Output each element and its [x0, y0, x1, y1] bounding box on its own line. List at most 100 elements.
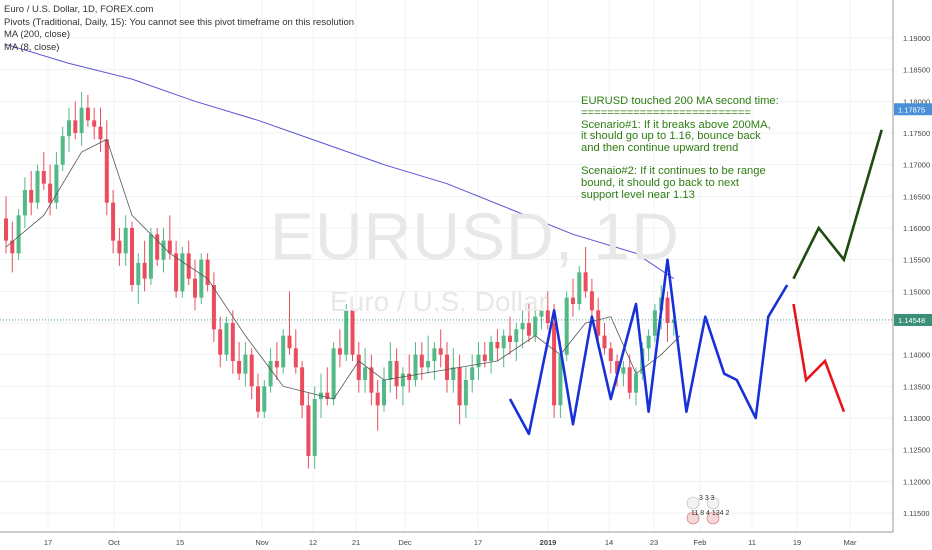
candle-body — [136, 262, 141, 285]
x-tick-label: 17 — [44, 538, 52, 547]
candle-body — [571, 297, 575, 304]
annotation-line: ========================== — [581, 106, 751, 119]
candle-body — [495, 342, 500, 349]
candle-body — [382, 380, 386, 406]
candle-body — [256, 386, 260, 412]
last-price-tag-bg — [894, 313, 932, 326]
x-tick-label: 17 — [474, 538, 482, 547]
legend-symbol[interactable]: Euro / U.S. Dollar, 1D, FOREX.com — [4, 4, 154, 15]
y-tick-label: 1.17000 — [903, 161, 930, 170]
flag-badge-icon — [686, 511, 700, 525]
x-tick-label: Dec — [398, 538, 412, 547]
candle-body — [230, 323, 235, 361]
annotation-line: EURUSD touched 200 MA second time: — [581, 95, 779, 107]
annotation-line: Scenaio#2: If it continues to be range — [581, 164, 766, 177]
annotation-line: support level near 1.13 — [581, 188, 695, 201]
candle-body — [249, 354, 254, 387]
analysis-annotation[interactable]: EURUSD touched 200 MA second time: =====… — [581, 95, 791, 212]
badge-count-top: 3 3 3 — [699, 495, 715, 502]
candle-body — [394, 361, 399, 387]
candle-body — [369, 367, 374, 393]
candle-body — [224, 323, 229, 355]
annotation-line: bound, it should go back to next — [581, 176, 739, 189]
badge-count-bottom: 11 8 4 134 2 — [691, 510, 730, 517]
legend-pivots[interactable]: Pivots (Traditional, Daily, 15): You can… — [4, 16, 355, 28]
candle-body — [123, 228, 128, 254]
candle-body — [48, 183, 53, 203]
candle-body — [652, 310, 657, 336]
candle-body — [174, 253, 179, 292]
candle-body — [489, 342, 494, 361]
candle-body — [300, 367, 305, 406]
last-price-tag: 1.14548 — [898, 316, 925, 325]
candle-body — [608, 348, 613, 361]
candle-body — [54, 164, 59, 203]
candle-body — [627, 367, 632, 393]
candle-body — [22, 190, 27, 216]
candle-body — [41, 171, 46, 184]
candle-body — [29, 190, 34, 203]
candle-body — [130, 228, 134, 285]
candle-body — [281, 335, 286, 368]
candle-body — [589, 291, 594, 311]
candle-body — [419, 354, 424, 368]
x-tick-label: 12 — [309, 538, 317, 547]
candle-body — [293, 348, 298, 368]
candle-body — [211, 285, 216, 330]
candle-body — [142, 262, 147, 279]
candle-body — [596, 310, 601, 336]
y-tick-label: 1.14000 — [903, 351, 930, 360]
candle-body — [104, 139, 109, 203]
candle-body — [558, 354, 563, 406]
candle-body — [445, 354, 449, 380]
candle-body — [564, 297, 569, 355]
drawings-layer — [0, 129, 893, 436]
candle-body — [438, 348, 443, 355]
x-tick-label: 11 — [748, 538, 756, 547]
candle-body — [407, 373, 412, 380]
x-tick-label: 2019 — [540, 538, 557, 547]
annotation-line: it should go up to 1.16, bounce back — [581, 130, 761, 143]
candle-body — [218, 329, 223, 355]
y-tick-label: 1.15500 — [903, 256, 930, 265]
candle-body — [451, 367, 456, 380]
candle-body — [262, 386, 267, 412]
x-tick-label: 19 — [793, 538, 801, 547]
legend-ma8[interactable]: MA (8, close) — [4, 41, 60, 53]
candle-body — [237, 361, 242, 374]
candle-body — [476, 354, 481, 368]
candle-body — [526, 323, 531, 336]
candle-body — [67, 120, 71, 137]
candle-body — [287, 335, 292, 349]
candle-body — [117, 240, 122, 254]
candle-body — [350, 310, 355, 355]
candle-body — [482, 354, 487, 361]
ma200-line — [5, 43, 675, 280]
y-tick-label: 1.11500 — [903, 509, 930, 518]
legend-ma200[interactable]: MA (200, close) — [4, 29, 70, 40]
candle-body — [634, 373, 638, 393]
x-tick-label: Nov — [255, 538, 269, 547]
candle-body — [243, 354, 248, 374]
candle-body — [426, 361, 431, 368]
x-tick-label: Mar — [844, 538, 857, 547]
chart-grid — [0, 0, 893, 532]
flag-badge-icon — [706, 511, 720, 525]
y-tick-label: 1.18500 — [903, 66, 930, 75]
candle-body — [457, 367, 462, 406]
scenario-down-line — [792, 303, 846, 413]
candle-body — [98, 126, 103, 140]
y-tick-label: 1.13000 — [903, 414, 930, 423]
ma200-price-tag: 1.17875 — [898, 105, 925, 114]
candle-body — [60, 136, 65, 165]
candle-body — [388, 361, 393, 380]
y-tick-label: 1.12000 — [903, 477, 930, 486]
candle-body — [85, 107, 90, 121]
y-tick-label: 1.13500 — [903, 382, 930, 391]
candle-body — [337, 348, 342, 355]
candle-body — [432, 348, 437, 361]
annotation-line: and then continue upward trend — [581, 142, 739, 155]
candle-body — [501, 335, 506, 349]
candle-body — [312, 399, 317, 456]
